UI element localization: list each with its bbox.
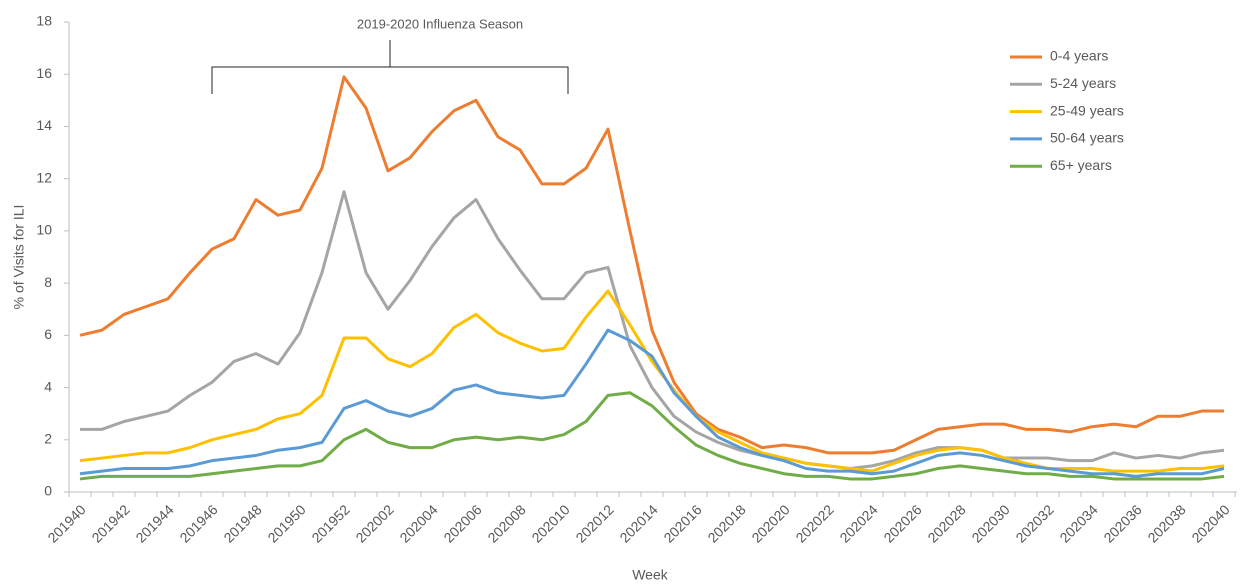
x-tick-label: 202002 <box>352 501 396 545</box>
x-tick-label: 201942 <box>88 501 132 545</box>
x-tick-label: 202030 <box>968 501 1012 545</box>
x-tick-label: 202010 <box>528 501 572 545</box>
x-tick-label: 202020 <box>748 501 792 545</box>
x-tick-label: 202006 <box>440 501 484 545</box>
series-line <box>79 391 1225 481</box>
x-tick-label: 202034 <box>1056 501 1100 545</box>
legend-label: 25-49 years <box>1050 102 1124 118</box>
x-tick-label: 201948 <box>220 501 264 545</box>
y-tick-label: 12 <box>36 169 52 185</box>
legend-label: 0-4 years <box>1050 48 1108 64</box>
y-tick-label: 4 <box>44 378 52 394</box>
y-tick-label: 10 <box>36 222 52 238</box>
x-tick-label: 201950 <box>264 501 308 545</box>
x-tick-label: 202038 <box>1144 501 1188 545</box>
x-tick-label: 202032 <box>1012 501 1056 545</box>
x-tick-label: 202018 <box>704 501 748 545</box>
x-tick-label: 202004 <box>396 501 440 545</box>
y-tick-label: 16 <box>36 65 52 81</box>
y-tick-label: 8 <box>44 274 52 290</box>
x-tick-label: 202008 <box>484 501 528 545</box>
series-line <box>79 289 1225 473</box>
series-line <box>80 190 1225 470</box>
y-tick-label: 2 <box>44 430 52 446</box>
series-line <box>79 75 1224 455</box>
annotation: 2019-2020 Influenza Season <box>357 16 523 31</box>
x-tick-label: 202040 <box>1188 501 1232 545</box>
legend-label: 50-64 years <box>1050 130 1124 146</box>
y-tick-label: 18 <box>36 13 52 29</box>
y-tick-label: 6 <box>44 326 52 342</box>
x-tick-label: 201940 <box>44 501 88 545</box>
x-tick-label: 201946 <box>176 501 220 545</box>
legend-label: 65+ years <box>1050 157 1112 173</box>
y-tick-label: 14 <box>36 117 52 133</box>
x-tick-label: 202022 <box>792 501 836 545</box>
x-tick-label: 202014 <box>616 501 660 545</box>
x-tick-label: 202026 <box>880 501 924 545</box>
x-tick-label: 202012 <box>572 501 616 545</box>
season-bracket <box>211 40 569 94</box>
x-tick-label: 202036 <box>1100 501 1144 545</box>
y-axis-title: % of Visits for ILI <box>11 205 27 310</box>
y-tick-label: 0 <box>44 483 52 499</box>
x-tick-label: 202024 <box>836 501 880 545</box>
x-tick-label: 202016 <box>660 501 704 545</box>
legend-label: 5-24 years <box>1050 75 1116 91</box>
x-tick-label: 202028 <box>924 501 968 545</box>
x-tick-label: 201952 <box>308 501 352 545</box>
x-axis-title: Week <box>632 567 669 583</box>
x-tick-label: 201944 <box>132 501 176 545</box>
series-line <box>79 328 1225 478</box>
